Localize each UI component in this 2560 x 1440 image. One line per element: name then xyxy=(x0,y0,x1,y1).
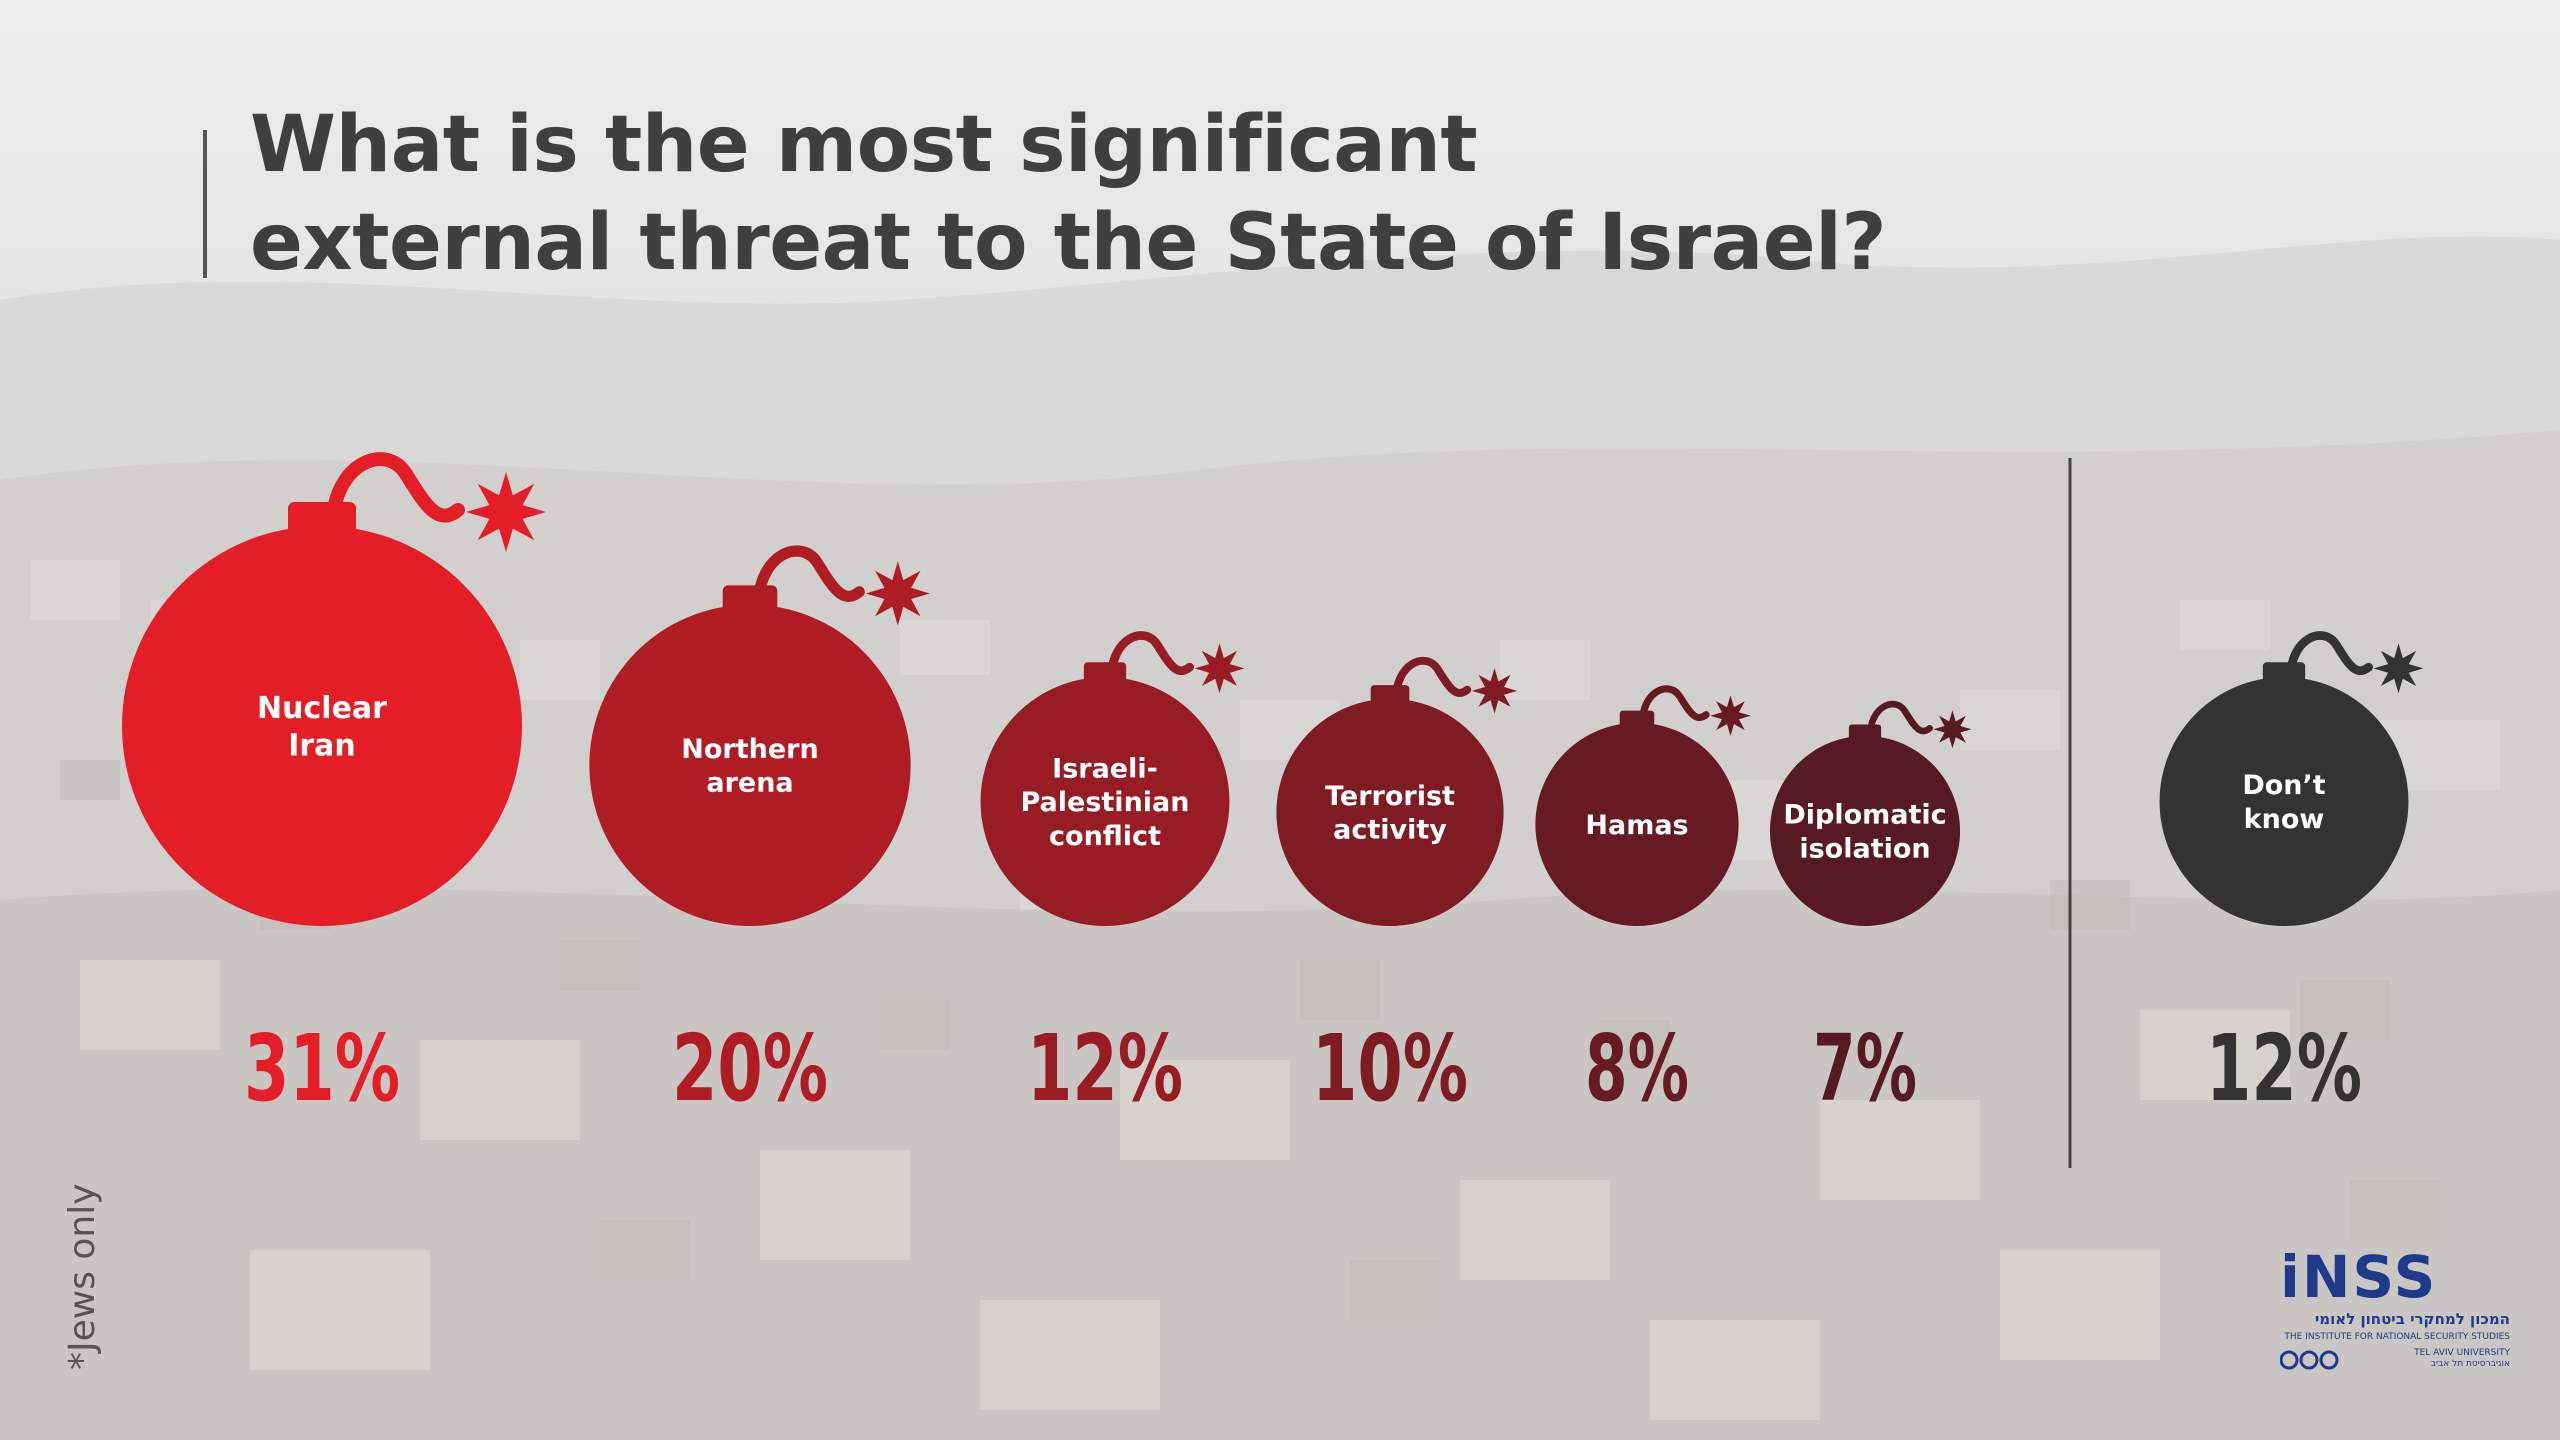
bomb-7-body xyxy=(2159,677,2409,926)
bomb-4-fuse xyxy=(1391,656,1472,706)
bomb-2-label-line-1: Northern xyxy=(681,734,818,765)
bomb-1-fuse xyxy=(325,452,465,537)
bomb-5-spark-icon xyxy=(1710,695,1751,736)
bomb-3-value-label: 12% xyxy=(1027,1015,1183,1122)
chart-title-line-1: What is the most significant xyxy=(250,100,1478,190)
bomb-4-label-line-2: activity xyxy=(1333,815,1447,846)
bomb-2-fuse xyxy=(752,545,865,614)
bomb-2-spark-icon xyxy=(865,561,930,626)
bomb-5: Hamas 8% xyxy=(1535,685,1751,1122)
bomb-7-spark-icon xyxy=(2373,643,2424,694)
bomb-6-label-line-2: isolation xyxy=(1799,833,1930,864)
bomb-7-label-line-2: know xyxy=(2244,804,2325,835)
inss-logo-university-en: TEL AVIV UNIVERSITY xyxy=(2414,1348,2510,1358)
bomb-3-label-line-3: conflict xyxy=(1049,821,1161,852)
inss-logo-hebrew: המכון למחקרי ביטחון לאומי xyxy=(2314,1310,2510,1328)
bomb-6-label-line-1: Diplomatic xyxy=(1783,800,1946,831)
bomb-1-spark-icon xyxy=(466,472,546,552)
bomb-5-value-label: 8% xyxy=(1585,1015,1689,1122)
inss-logo-university: TEL AVIV UNIVERSITY אוניברסיטת תל אביב xyxy=(2390,1348,2510,1370)
bomb-3-label-line-1: Israeli- xyxy=(1052,753,1158,784)
bomb-7-value-label: 12% xyxy=(2206,1015,2362,1122)
bomb-1-value-label: 31% xyxy=(244,1015,400,1122)
bomb-3-label-line-2: Palestinian xyxy=(1020,787,1189,818)
inss-logo-wordmark: iNSS xyxy=(2280,1243,2438,1311)
title-accent-bar xyxy=(203,130,207,278)
bomb-2-body xyxy=(589,604,911,926)
bomb-6-value-label: 7% xyxy=(1813,1015,1917,1122)
bomb-3-spark-icon xyxy=(1194,643,1245,694)
bomb-3-fuse xyxy=(1106,631,1194,684)
bomb-1-label-line-1: Nuclear xyxy=(257,691,387,726)
bomb-4-value-label: 10% xyxy=(1312,1015,1468,1122)
bomb-4-body xyxy=(1276,698,1504,927)
footnote-jews-only: *Jews only xyxy=(62,1183,103,1370)
bomb-6-fuse xyxy=(1866,700,1933,742)
bomb-5-label-line-1: Hamas xyxy=(1585,810,1688,841)
bomb-2-label-line-2: arena xyxy=(706,768,793,799)
logo-circles-icon xyxy=(2280,1350,2339,1370)
inss-logo: iNSS המכון למחקרי ביטחון לאומי THE INSTI… xyxy=(2280,1248,2510,1378)
chart-title-line-2: external threat to the State of Israel? xyxy=(250,198,1887,288)
bomb-7-label-line-1: Don’t xyxy=(2242,770,2325,801)
bomb-7-fuse xyxy=(2285,631,2373,684)
bomb-4-spark-icon xyxy=(1471,668,1518,714)
inss-logo-university-he: אוניברסיטת תל אביב xyxy=(2430,1359,2510,1369)
bomb-5-body xyxy=(1535,722,1739,926)
bomb-1-label-line-2: Iran xyxy=(288,728,356,763)
chart-title: What is the most significant external th… xyxy=(250,96,2050,292)
inss-logo-english: THE INSTITUTE FOR NATIONAL SECURITY STUD… xyxy=(2284,1332,2510,1342)
bomb-2-value-label: 20% xyxy=(672,1015,828,1122)
bomb-6-body xyxy=(1769,735,1961,926)
bomb-5-fuse xyxy=(1638,685,1710,729)
bomb-4-label-line-1: Terrorist xyxy=(1325,781,1455,812)
bomb-3-body xyxy=(980,677,1230,926)
bomb-6-spark-icon xyxy=(1933,710,1972,749)
bomb-1-body xyxy=(122,526,522,926)
